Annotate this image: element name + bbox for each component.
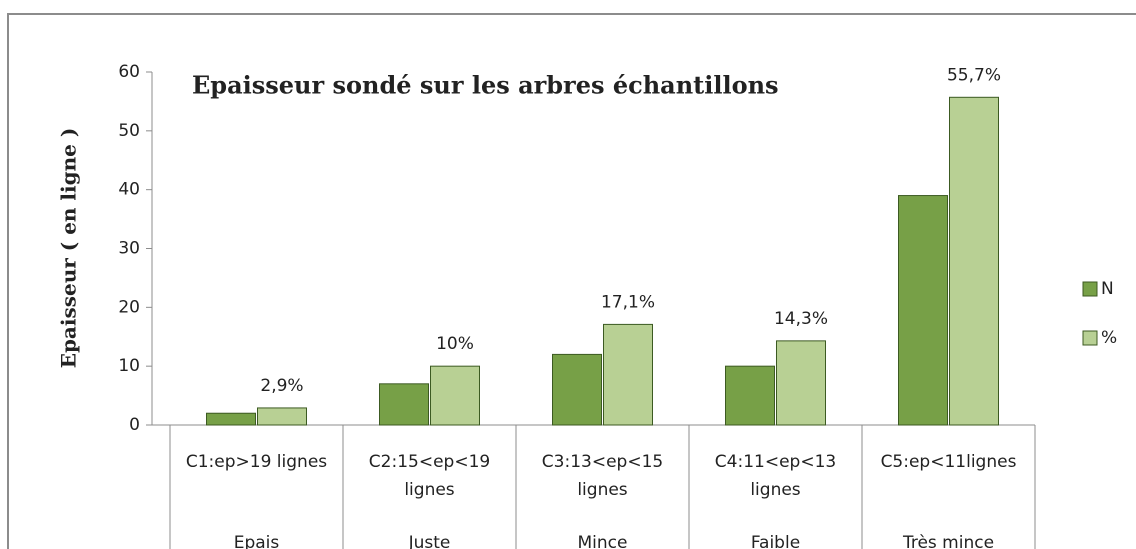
data-label: 14,3%: [774, 309, 828, 329]
bar: [949, 96, 999, 426]
y-axis-title: Epaisseur ( en ligne ): [57, 128, 81, 369]
chart-title: Epaisseur sondé sur les arbres échantill…: [192, 71, 779, 100]
x-group-label: Juste: [408, 533, 451, 549]
y-tick-label: 10: [118, 356, 140, 376]
y-tick-label: 40: [118, 180, 140, 200]
x-tick-label: C2:15<ep<19 lignes: [368, 452, 491, 500]
x-tick-label: C5:ep<11lignes: [880, 452, 1017, 472]
bar: [430, 365, 480, 426]
bar: [206, 412, 256, 426]
data-label: 55,7%: [947, 65, 1001, 85]
x-tick-label: C4:11<ep<13 lignes: [714, 452, 837, 500]
data-label: 17,1%: [601, 292, 655, 312]
y-tick-label: 0: [129, 415, 140, 435]
x-group-label: Faible: [750, 533, 801, 549]
bar: [257, 407, 307, 426]
legend-swatch: [1082, 330, 1098, 346]
x-tick-label: C3:13<ep<15 lignes: [541, 452, 664, 500]
bar: [603, 323, 653, 426]
bar: [379, 383, 429, 426]
legend-label: %: [1101, 328, 1117, 348]
x-group-label: Epais: [233, 533, 280, 549]
legend-swatch: [1082, 281, 1098, 297]
y-tick-label: 30: [118, 239, 140, 259]
bar: [776, 340, 826, 426]
x-group-label: Très mince: [902, 533, 995, 549]
y-tick-label: 60: [118, 62, 140, 82]
x-tick-label: C1:ep>19 lignes: [185, 452, 328, 472]
bar: [552, 353, 602, 426]
bar: [898, 195, 948, 426]
data-label: 10%: [436, 334, 474, 354]
bar: [725, 365, 775, 426]
legend-label: N: [1101, 279, 1114, 299]
x-group-label: Mince: [577, 533, 628, 549]
data-label: 2,9%: [260, 376, 303, 396]
y-tick-label: 20: [118, 297, 140, 317]
y-tick-label: 50: [118, 121, 140, 141]
